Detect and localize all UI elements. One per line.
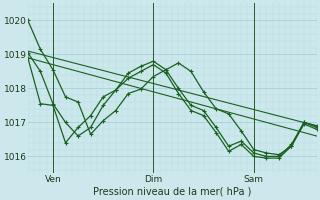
X-axis label: Pression niveau de la mer( hPa ): Pression niveau de la mer( hPa ) [93, 187, 252, 197]
